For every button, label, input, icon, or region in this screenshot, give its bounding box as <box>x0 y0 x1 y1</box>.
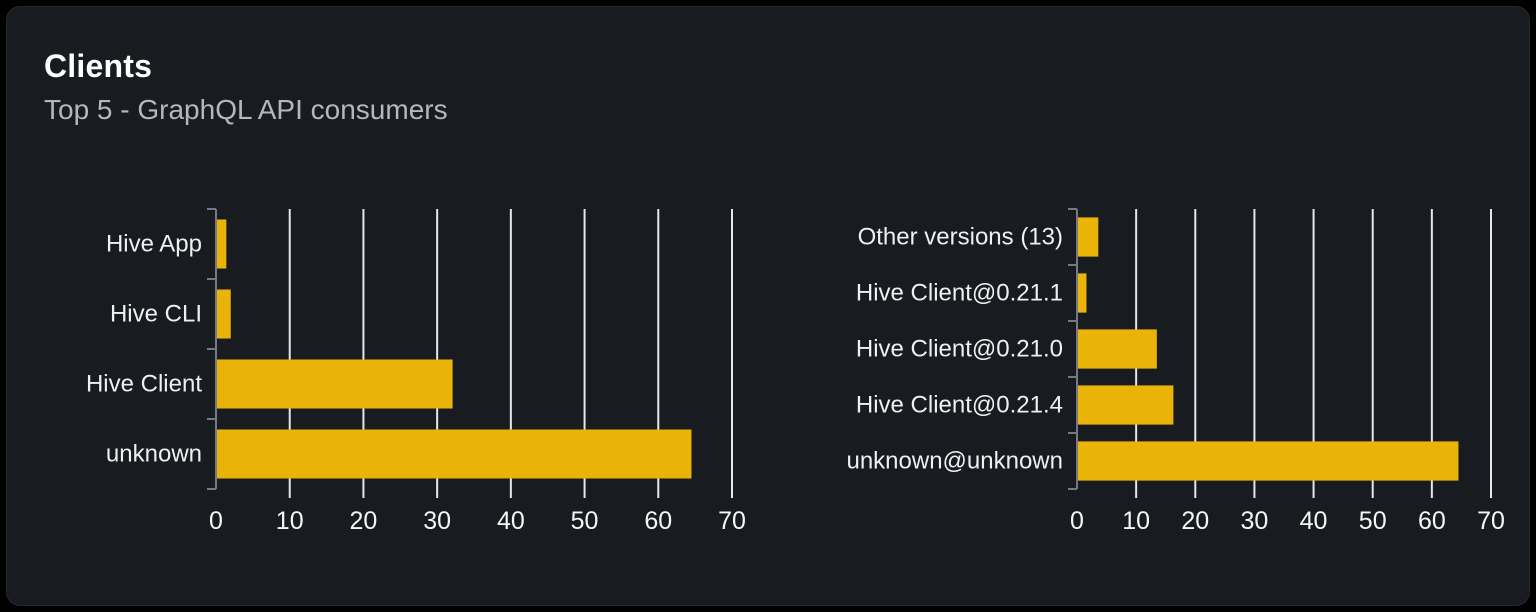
category-label: Hive Client@0.21.4 <box>856 392 1063 419</box>
category-label: Hive Client@0.21.0 <box>856 336 1063 363</box>
bar <box>1078 385 1174 425</box>
x-tick-label: 70 <box>1477 507 1505 535</box>
bar <box>1078 217 1099 257</box>
category-label: Hive Client@0.21.1 <box>856 280 1063 307</box>
x-tick-label: 40 <box>497 507 525 535</box>
x-tick-label: 60 <box>644 507 672 535</box>
bar <box>217 429 692 479</box>
category-label: Hive CLI <box>110 301 202 328</box>
x-tick-label: 20 <box>350 507 378 535</box>
clients-by-version-bar-chart: 0 10 20 30 40 50 60 70 Other versions (13) Hive C… <box>846 208 1505 535</box>
x-tick-label: 60 <box>1418 507 1446 535</box>
x-tick-label: 30 <box>423 507 451 535</box>
bar <box>217 219 227 269</box>
category-label: Hive App <box>106 231 202 258</box>
x-tick-label: 50 <box>571 507 599 535</box>
x-tick-label: 0 <box>1070 507 1084 535</box>
bar <box>217 359 453 409</box>
x-tick-label: 50 <box>1359 507 1387 535</box>
x-tick-label: 20 <box>1181 507 1209 535</box>
bar <box>1078 329 1157 369</box>
x-tick-label: 10 <box>276 507 304 535</box>
bar <box>1078 441 1459 481</box>
bar <box>1078 273 1087 313</box>
clients-by-name-bar-chart: 0 10 20 30 40 50 60 70 Hive App Hive CLI Hive Clie… <box>86 208 746 535</box>
category-label: unknown <box>106 441 202 468</box>
category-label: unknown@unknown <box>846 448 1063 475</box>
x-tick-label: 30 <box>1241 507 1269 535</box>
x-tick-label: 40 <box>1300 507 1328 535</box>
bar <box>217 289 231 339</box>
x-tick-label: 10 <box>1122 507 1150 535</box>
category-label: Hive Client <box>86 371 202 398</box>
panel-title: Clients <box>44 48 153 84</box>
category-label: Other versions (13) <box>858 224 1063 251</box>
x-tick-label: 0 <box>209 507 223 535</box>
panel-header: Clients Top 5 - GraphQL API consumers <box>44 47 448 127</box>
panel-subtitle: Top 5 - GraphQL API consumers <box>44 94 448 125</box>
clients-panel: Clients Top 5 - GraphQL API consumers 0 1… <box>6 6 1530 606</box>
x-tick-label: 70 <box>718 507 746 535</box>
